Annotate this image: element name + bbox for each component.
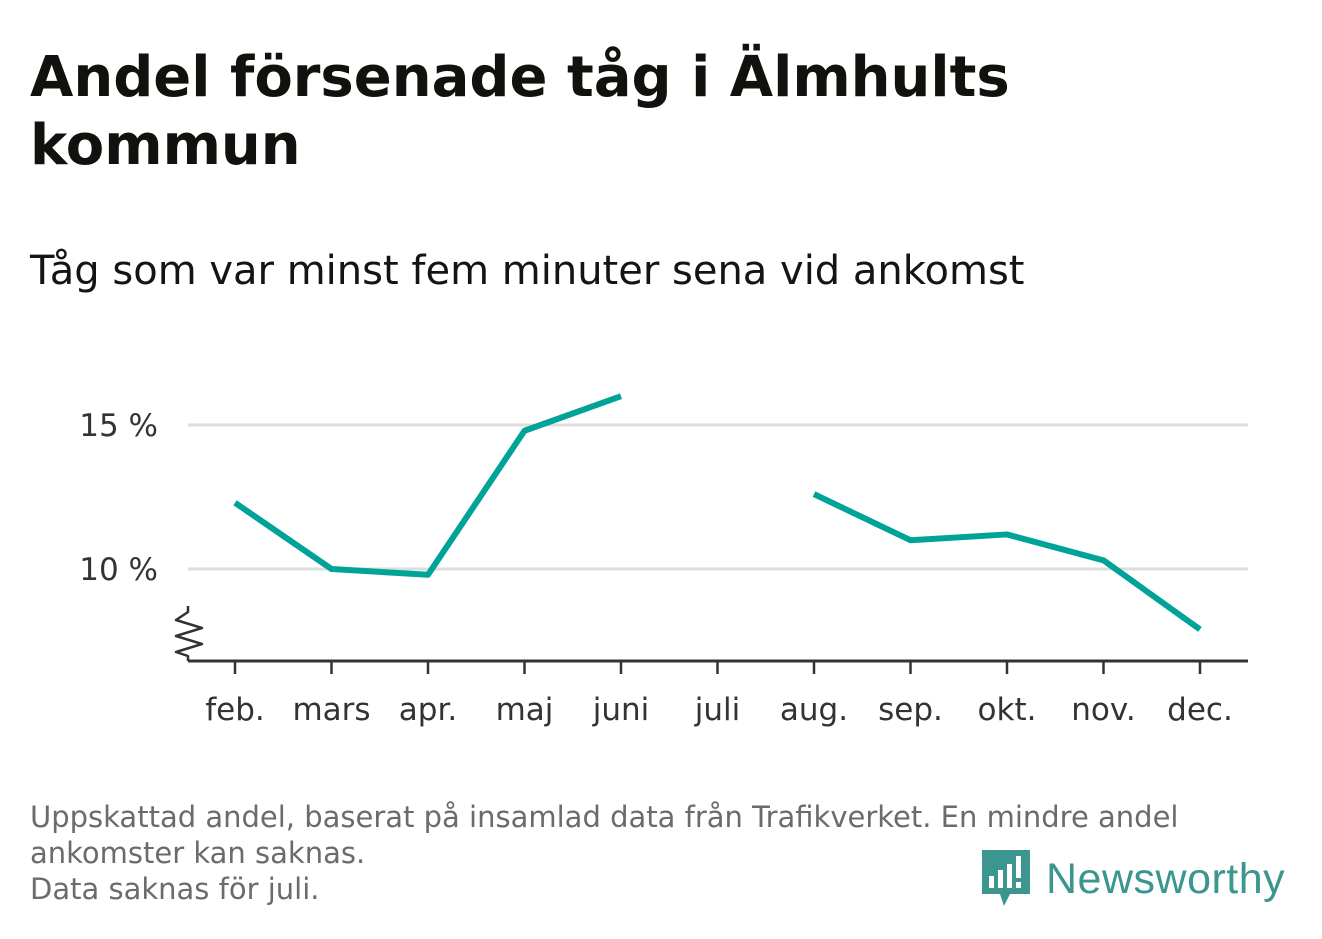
x-tick-label: apr. — [399, 692, 457, 728]
x-axis: feb. mars apr. maj juni juli aug. sep. okt. nov. d… — [188, 659, 1248, 728]
x-tick-label: aug. — [780, 692, 848, 728]
x-tick-label: juni — [592, 692, 650, 728]
y-tick-label: 10 % — [79, 552, 158, 588]
data-lines — [233, 393, 1202, 632]
y-tick-label: 15 % — [79, 408, 158, 444]
axis-break-zigzag — [174, 606, 204, 661]
x-tick-label: maj — [496, 692, 554, 728]
logo-text: Newsworthy — [1046, 854, 1286, 903]
newsworthy-bar-chart-icon — [982, 850, 1030, 906]
footnote: Uppskattad andel, baserat på insamlad da… — [30, 799, 1290, 907]
series-line-segment — [233, 393, 623, 578]
chart-title: Andel försenade tåg i Älmhults kommun — [30, 45, 1010, 178]
series-line-segment — [812, 491, 1202, 632]
y-tick-labels: 10 % 15 % — [79, 408, 158, 588]
x-tick-label: mars — [292, 692, 370, 728]
x-tick-label: dec. — [1167, 692, 1233, 728]
line-chart: 10 % 15 % feb. mars apr. maj juni juli aug. sep.… — [79, 393, 1248, 728]
x-tick-label: juli — [694, 692, 741, 728]
footnote-line-2: Data saknas för juli. — [30, 872, 320, 906]
x-tick-label: sep. — [878, 692, 943, 728]
newsworthy-logo[interactable]: Newsworthy — [980, 848, 1285, 910]
chart-subtitle: Tåg som var minst fem minuter sena vid a… — [30, 248, 1025, 294]
axis-break-icon — [174, 606, 204, 661]
x-tick-label: feb. — [205, 692, 265, 728]
gridlines — [188, 423, 1248, 571]
footnote-line-1: Uppskattad andel, baserat på insamlad da… — [30, 800, 1179, 870]
x-tick-label: okt. — [978, 692, 1037, 728]
x-tick-label: nov. — [1071, 692, 1135, 728]
